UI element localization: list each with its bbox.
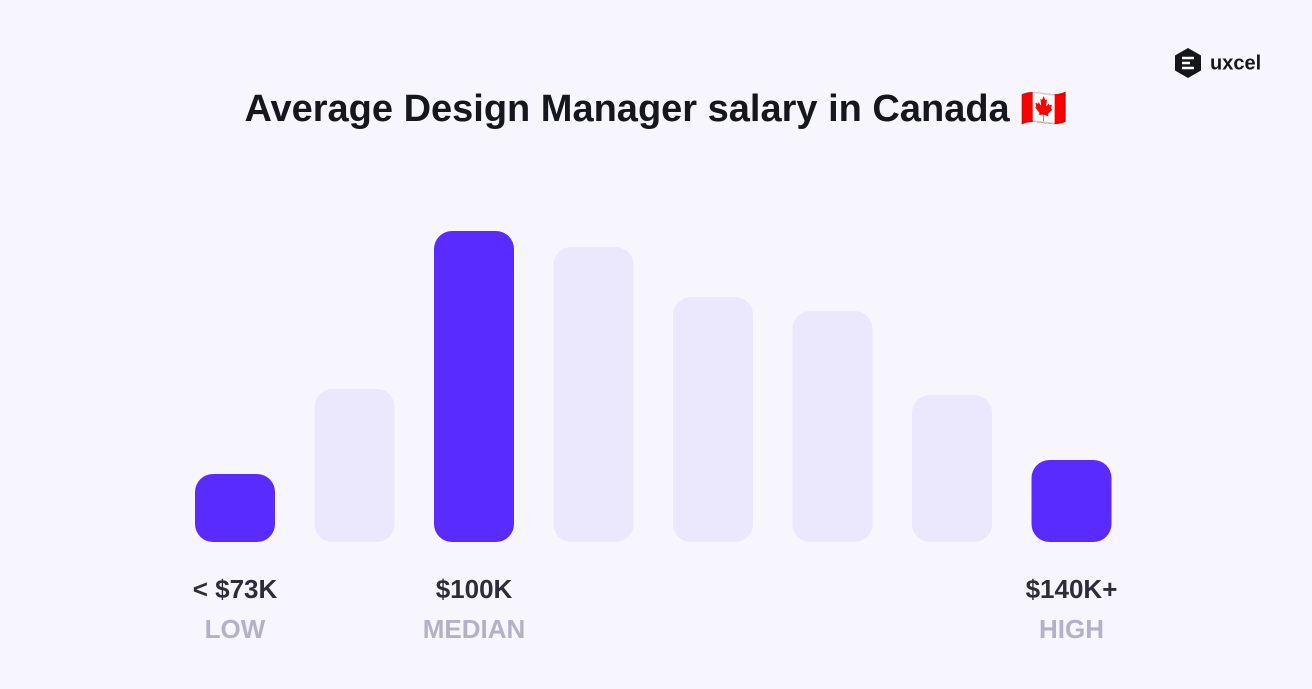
bar	[1031, 460, 1112, 542]
x-tick-note: MEDIAN	[423, 614, 526, 644]
bar	[673, 297, 753, 542]
bar	[314, 389, 395, 542]
bar	[792, 311, 873, 542]
bar	[195, 474, 275, 542]
chart-title: Average Design Manager salary in Canada …	[244, 88, 1067, 130]
x-tick-note: HIGH	[1039, 614, 1104, 644]
x-tick-label: $100K	[436, 574, 513, 604]
bar	[434, 231, 514, 542]
x-tick-label: < $73K	[193, 574, 278, 604]
bar	[912, 395, 992, 542]
bar	[553, 247, 634, 542]
x-tick-note: LOW	[205, 614, 266, 644]
logo: uxcel	[1175, 48, 1261, 78]
x-tick-label: $140K+	[1026, 574, 1118, 604]
brand-name: uxcel	[1210, 52, 1261, 74]
logo-icon-detail	[1182, 56, 1194, 70]
